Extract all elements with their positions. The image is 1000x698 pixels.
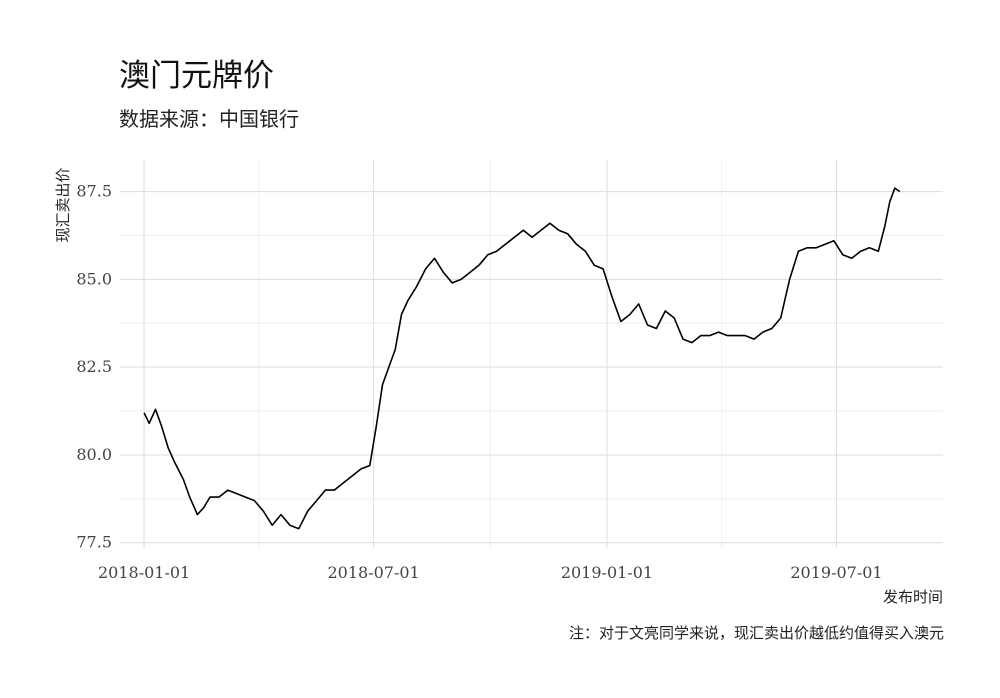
x-tick-label: 2018-01-01 <box>98 563 190 582</box>
y-tick-labels: 77.5 80.0 82.5 85.0 87.5 <box>76 182 112 552</box>
chart-title: 澳门元牌价 <box>119 58 274 94</box>
x-axis-title: 发布时间 <box>883 588 943 606</box>
y-tick-label: 80.0 <box>76 445 112 464</box>
x-tick-labels: 2018-01-01 2018-07-01 2019-01-01 2019-07-01 <box>98 563 883 582</box>
x-tick-label: 2019-01-01 <box>561 563 653 582</box>
chart-subtitle: 数据来源：中国银行 <box>119 107 299 131</box>
grid <box>120 160 943 548</box>
chart-caption: 注：对于文亮同学来说，现汇卖出价越低约值得买入澳元 <box>568 624 944 642</box>
y-tick-label: 77.5 <box>76 533 112 552</box>
y-tick-label: 82.5 <box>76 357 112 376</box>
x-tick-label: 2018-07-01 <box>327 563 419 582</box>
x-tick-label: 2019-07-01 <box>790 563 882 582</box>
y-axis-title: 现汇卖出价 <box>54 167 72 242</box>
y-tick-label: 87.5 <box>76 182 112 201</box>
series-line <box>143 187 901 530</box>
y-tick-label: 85.0 <box>76 269 112 288</box>
